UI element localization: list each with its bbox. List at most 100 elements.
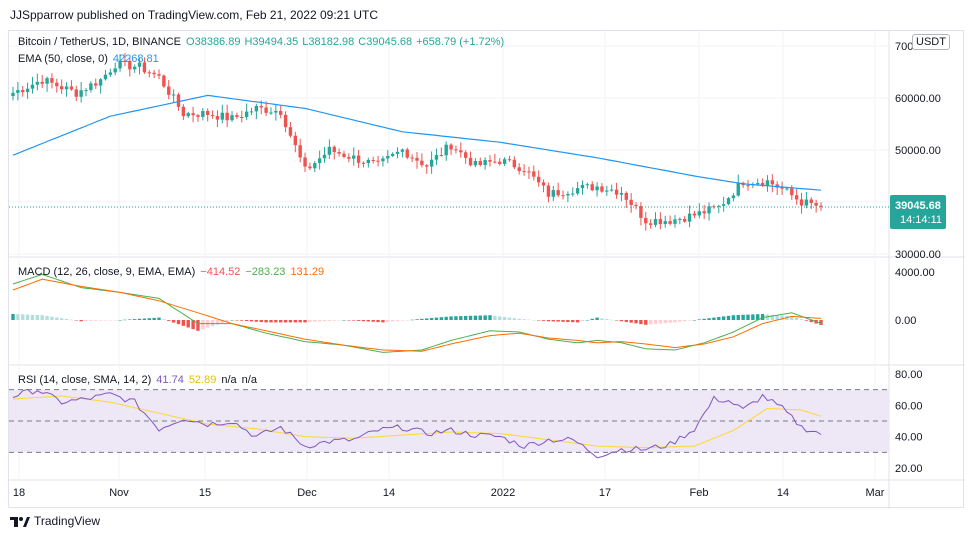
candle-body — [756, 183, 760, 185]
candle-body — [235, 115, 239, 117]
candle-body — [25, 88, 30, 93]
candle-body — [702, 211, 706, 214]
macd-hist-bar — [79, 320, 83, 322]
ohlc-close: C39045.68 — [358, 36, 413, 48]
macd-hist-bar — [809, 320, 813, 323]
macd-hist-bar — [595, 317, 599, 320]
candle-body — [634, 204, 638, 207]
candle-body — [610, 189, 614, 191]
macd-hist-bar — [240, 320, 244, 321]
macd-hist-bar — [342, 320, 346, 321]
macd-hist-bar — [794, 317, 799, 320]
candle-body — [220, 112, 224, 120]
candle-body — [361, 162, 366, 164]
candle-body — [206, 111, 210, 115]
macd-signal-line — [12, 278, 822, 352]
rsi-pane — [12, 388, 822, 459]
macd-hist-bar — [118, 320, 122, 321]
macd-legend[interactable]: MACD (12, 26, close, 9, EMA, EMA) −414.52… — [18, 266, 329, 278]
macd-hist-bar — [463, 315, 468, 320]
macd-hist-bar — [707, 318, 711, 320]
macd-hist-bar — [566, 320, 570, 322]
macd-hist-bar — [317, 320, 322, 322]
macd-hist-bar — [683, 320, 687, 322]
candle-body — [313, 163, 317, 169]
candle-body — [342, 153, 346, 157]
candle-body — [288, 127, 293, 136]
macd-hist-bar — [483, 315, 487, 320]
x-tick-label: 2022 — [491, 487, 515, 499]
macd-hist-bar — [35, 315, 40, 320]
macd-hist-bar — [551, 320, 555, 322]
macd-hist-bar — [478, 315, 482, 320]
macd-hist-bar — [171, 320, 176, 323]
candle-body — [420, 160, 424, 166]
macd-label: MACD (12, 26, close, 9, EMA, EMA) — [18, 266, 196, 278]
rsi-tick-label: 80.00 — [895, 369, 923, 381]
macd-hist-bar — [517, 318, 521, 320]
candle-body — [152, 72, 156, 75]
candle-body — [444, 144, 448, 156]
macd-hist-bar — [361, 320, 366, 322]
candle-body — [293, 135, 298, 146]
candle-body — [678, 218, 682, 220]
macd-hist-bar — [439, 317, 444, 320]
candle-body — [157, 74, 161, 76]
macd-hist-bar — [69, 319, 74, 321]
chart-canvas[interactable]: 18Nov15Dec14202217Feb14Mar70000.0060000.… — [9, 31, 965, 509]
macd-hist-bar — [191, 320, 195, 330]
candle-body — [167, 86, 171, 95]
macd-hist-bar — [770, 314, 775, 320]
candle-body — [575, 188, 580, 194]
macd-hist-bar — [498, 316, 502, 320]
macd-hist-bar — [303, 320, 307, 323]
macd-hist-bar — [40, 315, 44, 320]
candle-body — [590, 184, 594, 191]
candle-body — [493, 161, 497, 163]
macd-hist-bar — [429, 318, 434, 320]
macd-hist-bar — [347, 320, 351, 321]
candle-body — [225, 112, 229, 121]
candle-body — [765, 180, 770, 186]
ohlc-high: H39494.35 — [244, 36, 299, 48]
ema-legend[interactable]: EMA (50, close, 0) 42268.81 — [18, 53, 164, 65]
rsi-tick-label: 20.00 — [895, 463, 923, 475]
rsi-legend[interactable]: RSI (14, close, SMA, 14, 2) 41.74 52.89 n/a… — [18, 374, 262, 386]
candle-body — [571, 193, 575, 195]
macd-hist-bar — [283, 320, 288, 323]
rsi-tick-label: 60.00 — [895, 400, 923, 412]
candle-body — [673, 219, 677, 224]
candle-body — [780, 187, 784, 189]
macd-hist-bar — [337, 320, 341, 321]
candle-body — [337, 152, 341, 154]
macd-hist-bar — [293, 320, 298, 323]
candle-body — [298, 145, 302, 158]
candle-body — [181, 106, 186, 117]
chart-frame[interactable]: 18Nov15Dec14202217Feb14Mar70000.0060000.… — [8, 30, 965, 509]
macd-hist-bar — [45, 315, 49, 320]
x-tick-label: 15 — [199, 487, 211, 499]
macd-hist-bar — [512, 318, 517, 320]
macd-hist-bar — [356, 320, 361, 321]
symbol-label[interactable]: Bitcoin / TetherUS, 1D, BINANCE — [18, 36, 182, 48]
candle-body — [527, 171, 531, 173]
macd-hist-bar — [819, 320, 823, 325]
candle-body — [366, 159, 371, 164]
candle-body — [814, 202, 818, 206]
macd-hist-bar — [50, 316, 54, 320]
candle-body — [785, 188, 789, 190]
candle-body — [69, 86, 74, 90]
candle-body — [162, 75, 166, 87]
candle-body — [580, 184, 585, 189]
candle-body — [819, 205, 823, 207]
candle-body — [483, 160, 487, 165]
candle-body — [624, 192, 628, 200]
candle-body — [429, 159, 434, 167]
macd-hist-bar — [804, 320, 809, 321]
macd-hist-bar — [98, 320, 103, 321]
macd-hist-bar — [55, 317, 59, 320]
macd-hist-bar — [64, 318, 69, 320]
macd-hist-bar — [634, 320, 638, 324]
currency-badge[interactable]: USDT — [912, 34, 950, 50]
candle-body — [605, 190, 609, 192]
